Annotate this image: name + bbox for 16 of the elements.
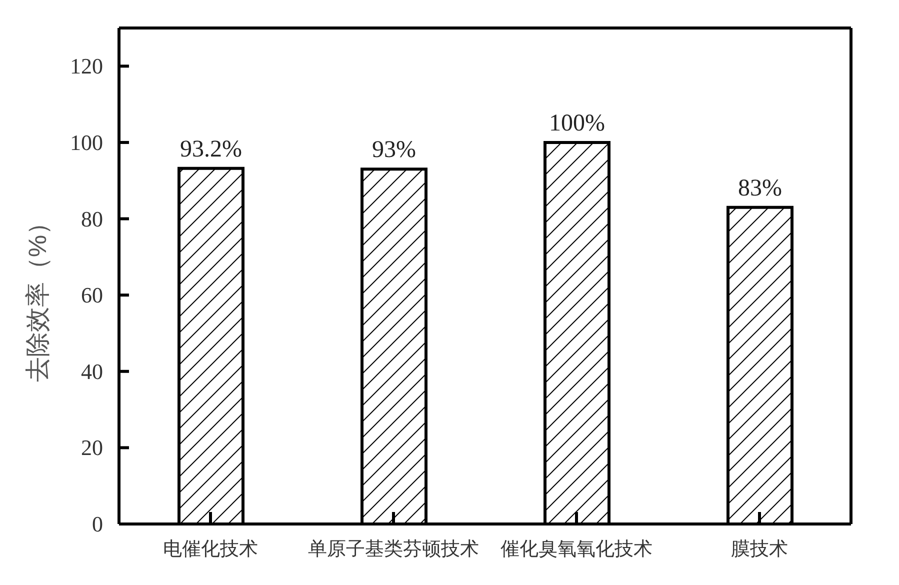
x-tick-label: 催化臭氧氧化技术 xyxy=(500,539,652,560)
data-label: 100% xyxy=(549,110,605,136)
y-tick-label: 40 xyxy=(81,358,103,384)
x-tick-label: 电催化技术 xyxy=(163,539,258,560)
x-tick-label: 单原子基类芬顿技术 xyxy=(308,539,479,560)
y-tick-label: 100 xyxy=(70,130,103,155)
data-label: 93.2% xyxy=(180,136,242,162)
x-tick-label: 膜技术 xyxy=(731,539,788,560)
data-label: 93% xyxy=(372,137,416,164)
y-tick-label: 0 xyxy=(92,512,103,536)
y-tick-label: 80 xyxy=(81,206,103,232)
y-tick-label: 60 xyxy=(81,282,103,308)
y-tick-label: 20 xyxy=(81,435,103,460)
y-axis-title: 去除效率（%） xyxy=(24,210,52,382)
data-label: 83% xyxy=(738,175,782,202)
y-tick-label: 120 xyxy=(70,54,103,79)
